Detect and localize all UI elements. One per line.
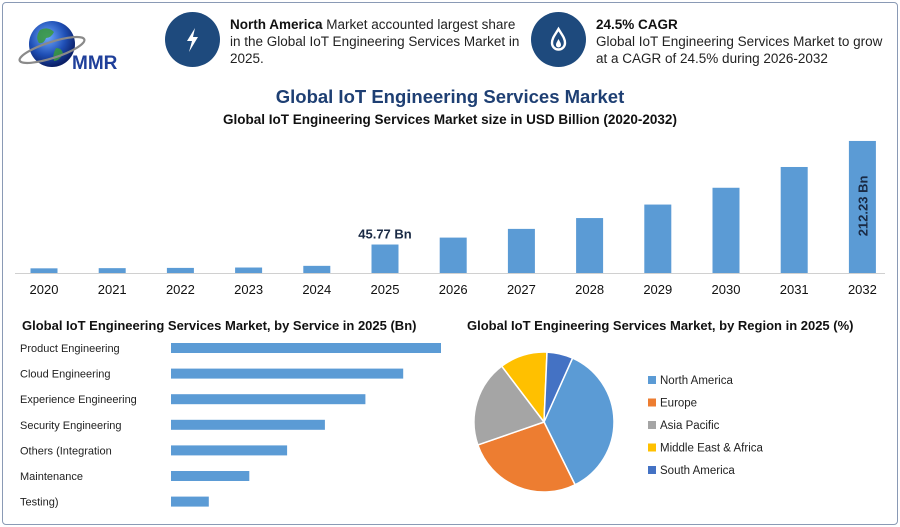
info-card-2-bold: 24.5% CAGR (596, 17, 678, 32)
pie-slice (476, 421, 577, 493)
x-tick-label: 2027 (507, 282, 536, 297)
legend-label: Middle East & Africa (660, 443, 764, 455)
logo-text: MMR (72, 53, 118, 74)
legend-label: South America (660, 465, 735, 477)
mmr-logo: MMR (18, 21, 118, 74)
bar-2028 (576, 218, 604, 273)
service-label: Testing) (20, 497, 59, 509)
info-icon-circle (531, 12, 586, 67)
service-bar (171, 445, 288, 456)
data-label-2032: 212.23 Bn (855, 176, 870, 237)
bar-2024 (303, 265, 331, 273)
service-bar (171, 394, 366, 405)
x-tick-label: 2025 (371, 282, 400, 297)
bar-2026 (439, 237, 467, 273)
service-label: Security Engineering (20, 420, 122, 432)
bar-chart: 2020 2021 2022 2023 2024 2025 2026 2027 2028 2029… (15, 140, 885, 297)
bar-2027 (507, 228, 535, 273)
legend-label: North America (660, 375, 733, 387)
legend-label: Europe (660, 398, 697, 410)
x-tick-label: 2026 (439, 282, 468, 297)
legend-swatch (648, 466, 656, 474)
x-tick-label: 2029 (643, 282, 672, 297)
bar-2023 (235, 267, 263, 273)
service-chart-title: Global IoT Engineering Services Market, … (22, 318, 417, 333)
service-bar (171, 419, 325, 430)
service-label: Product Engineering (20, 343, 120, 355)
legend-swatch (648, 376, 656, 384)
x-tick-label: 2024 (302, 282, 331, 297)
service-bar (171, 368, 404, 379)
pie-slice (543, 357, 615, 486)
legend-label: Asia Pacific (660, 420, 720, 432)
x-tick-label: 2023 (234, 282, 263, 297)
info-icon-circle (165, 12, 220, 67)
service-label: Maintenance (20, 471, 83, 483)
region-chart-title: Global IoT Engineering Services Market, … (467, 318, 854, 333)
x-tick-label: 2030 (712, 282, 741, 297)
service-label: Cloud Engineering (20, 369, 111, 381)
region-pie-chart: North America Europe Asia Pacific Middle Ea… (473, 351, 764, 493)
service-bar (171, 343, 441, 353)
service-bar (171, 496, 209, 507)
info-card-1-bold: North America (230, 17, 323, 32)
service-bar-chart: Product Engineering Cloud Engineering Expe… (20, 343, 441, 509)
x-tick-label: 2028 (575, 282, 604, 297)
legend-swatch (648, 443, 656, 452)
service-label: Experience Engineering (20, 394, 137, 406)
bar-2032 (848, 140, 876, 273)
pie-slice (473, 365, 546, 446)
bar-2022 (166, 267, 194, 273)
x-tick-label: 2021 (98, 282, 127, 297)
bar-2030 (712, 187, 740, 273)
bar-2031 (780, 166, 808, 273)
pie-slice (543, 351, 574, 423)
main-title: Global IoT Engineering Services Market (275, 86, 625, 107)
bar-2020 (30, 268, 58, 273)
x-tick-label: 2022 (166, 282, 195, 297)
x-tick-label: 2032 (848, 282, 877, 297)
legend-swatch (648, 398, 656, 407)
service-bar (171, 471, 250, 481)
flame-drop-icon (550, 26, 567, 51)
info-card-2-text: Global IoT Engineering Services Market t… (596, 34, 883, 66)
globe-icon (18, 21, 86, 67)
bar-2029 (644, 204, 672, 273)
bar-chart-title: Global IoT Engineering Services Market s… (223, 112, 677, 127)
service-label: Others (Integration (20, 445, 112, 457)
legend-swatch (648, 421, 656, 429)
info-card-1-text: Market accounted largest share in the Gl… (230, 17, 520, 66)
x-tick-label: 2020 (30, 282, 59, 297)
bar-2025 (371, 244, 399, 273)
data-label-2025: 45.77 Bn (358, 227, 412, 242)
x-tick-label: 2031 (780, 282, 809, 297)
bar-2021 (98, 268, 126, 273)
lightning-icon (187, 28, 198, 52)
